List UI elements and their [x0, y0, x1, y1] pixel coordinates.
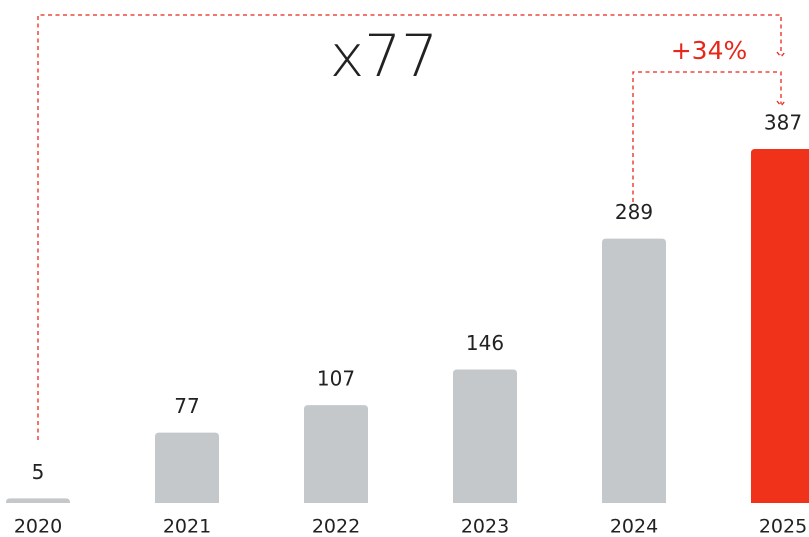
bar: [453, 369, 517, 503]
arrow-head: [776, 100, 786, 108]
bar: [155, 432, 219, 503]
value-label: 107: [317, 367, 355, 391]
bar: [304, 405, 368, 503]
x-tick-label: 2025: [759, 516, 807, 537]
percent-annotation: +34%: [671, 36, 748, 65]
arrow-head: [776, 51, 786, 59]
value-label: 5: [32, 460, 45, 484]
x-tick-label: 2023: [461, 516, 509, 537]
bar: [751, 149, 809, 503]
multiplier-annotation: x77: [330, 22, 438, 90]
value-label: 146: [466, 331, 504, 355]
value-label: 387: [764, 111, 802, 135]
x-tick-label: 2024: [610, 516, 658, 537]
bar: [602, 238, 666, 503]
value-label: 289: [615, 200, 653, 224]
bar: [6, 498, 70, 503]
x-tick-label: 2021: [163, 516, 211, 537]
x-tick-label: 2020: [14, 516, 62, 537]
x-tick-label: 2022: [312, 516, 360, 537]
growth-bracket-yoy: [632, 71, 782, 202]
growth-bracket-total: [37, 14, 782, 440]
value-label: 77: [174, 394, 199, 418]
